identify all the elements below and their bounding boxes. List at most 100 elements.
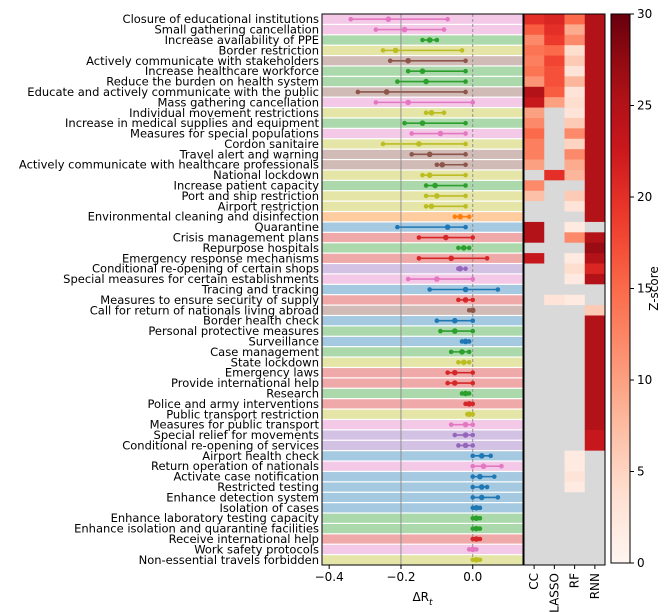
- category-label: Actively communicate with stakeholders: [86, 54, 319, 68]
- colorbar-tick-label: 10: [637, 373, 652, 387]
- heatmap-cell: [524, 419, 545, 431]
- heatmap-cell: [524, 398, 545, 410]
- ci-low-point: [409, 152, 415, 157]
- heatmap-cell: [544, 24, 565, 36]
- estimate-point: [434, 276, 440, 282]
- ci-high-point: [463, 224, 468, 230]
- ci-low-point: [380, 48, 386, 53]
- heatmap-cell: [564, 502, 586, 514]
- heatmap-cell: [564, 159, 586, 171]
- heatmap-cell: [524, 357, 545, 368]
- estimate-point: [432, 182, 438, 189]
- ci-high-point: [466, 245, 472, 251]
- estimate-point: [473, 557, 480, 563]
- heatmap-cell: [524, 284, 545, 296]
- category-label: Special relief for movements: [154, 428, 319, 442]
- row-band: [322, 180, 523, 191]
- ci-high-point: [470, 297, 476, 303]
- heatmap-cell: [564, 429, 586, 441]
- category-label: Increase in medical supplies and equipme…: [65, 116, 319, 130]
- heatmap-cell: [564, 97, 586, 108]
- estimate-point: [405, 57, 411, 64]
- category-label: Research: [266, 386, 319, 400]
- heatmap-cell: [524, 471, 545, 483]
- category-label: Travel alert and warning: [179, 147, 319, 161]
- estimate-point: [466, 411, 472, 418]
- heatmap-cell: [544, 398, 565, 410]
- row-band: [322, 555, 523, 565]
- heatmap-cell: [544, 461, 565, 472]
- heatmap-cell: [524, 440, 545, 452]
- ci-high-point: [470, 318, 476, 323]
- heatmap-cell: [564, 357, 586, 368]
- heatmap-cell: [544, 471, 565, 483]
- heatmap-cell: [524, 232, 545, 244]
- heatmap-cell: [564, 315, 586, 327]
- category-label: State lockdown: [231, 355, 319, 369]
- category-label: Airport restriction: [218, 199, 319, 213]
- row-band: [322, 420, 523, 430]
- category-label: Enhance detection system: [166, 490, 319, 504]
- category-label: Increase availability of PPE: [165, 33, 319, 47]
- category-label: Measures to ensure security of supply: [100, 293, 319, 307]
- ci-low-point: [409, 131, 415, 136]
- heatmap-cell: [584, 409, 606, 420]
- heatmap-cell: [544, 263, 565, 275]
- heatmap-cell: [584, 76, 606, 88]
- heatmap-cell: [524, 180, 545, 192]
- interval-plot-panel: Closure of educational institutionsSmall…: [19, 12, 524, 608]
- ci-high-point: [495, 495, 501, 500]
- heatmap-cell: [564, 253, 586, 264]
- heatmap-cell: [524, 336, 545, 348]
- heatmap-cell: [564, 377, 586, 389]
- ci-low-point: [416, 235, 422, 240]
- estimate-point: [426, 172, 433, 178]
- heatmap-cell: [584, 34, 606, 46]
- heatmap-cell: [544, 232, 565, 244]
- heatmap-cell: [564, 86, 586, 98]
- heatmap-cell: [564, 45, 586, 56]
- row-band: [322, 472, 523, 482]
- category-label: Actively communicate with healthcare pro…: [19, 158, 319, 172]
- row-band: [322, 409, 523, 419]
- estimate-point: [459, 349, 465, 355]
- category-label: Educate and actively communicate with th…: [27, 85, 319, 99]
- heatmap-cell: [544, 253, 565, 264]
- heatmap-cell: [564, 149, 586, 160]
- heatmap-cell: [524, 211, 545, 223]
- ci-high-point: [470, 380, 476, 386]
- heatmap-cell: [584, 86, 606, 98]
- heatmap-cell: [564, 117, 586, 129]
- heatmap-cell: [584, 138, 606, 150]
- heatmap-cell: [544, 357, 565, 368]
- heatmap-cell: [564, 128, 586, 140]
- heatmap-cell: [564, 533, 586, 545]
- heatmap-cell: [584, 544, 606, 556]
- estimate-point: [419, 68, 426, 74]
- estimate-point: [473, 505, 480, 511]
- ci-high-point: [470, 370, 476, 375]
- category-label: Airport health check: [202, 449, 319, 463]
- heatmap-cell: [564, 554, 586, 566]
- ci-high-point: [488, 453, 493, 459]
- ci-low-point: [405, 276, 411, 282]
- heatmap-cell: [584, 554, 606, 566]
- heatmap-cell: [524, 24, 545, 36]
- row-band: [322, 482, 523, 492]
- heatmap-cell: [544, 86, 565, 98]
- heatmap-cell: [584, 336, 606, 348]
- heatmap-cell: [524, 533, 545, 545]
- colorbar: 0 5 10 15 20 25 30 Z-score: [610, 7, 661, 570]
- heatmap-cell: [564, 409, 586, 420]
- estimate-point: [426, 151, 433, 158]
- row-band: [322, 316, 523, 326]
- row-band: [322, 108, 523, 118]
- ci-high-point: [463, 183, 468, 188]
- estimate-point: [466, 401, 472, 407]
- colorbar-tick-label: 20: [637, 190, 652, 204]
- heatmap-cell: [544, 107, 565, 119]
- heatmap-cell: [564, 273, 586, 285]
- x-tick-label: −0.4: [315, 570, 344, 584]
- ci-low-point: [452, 432, 458, 438]
